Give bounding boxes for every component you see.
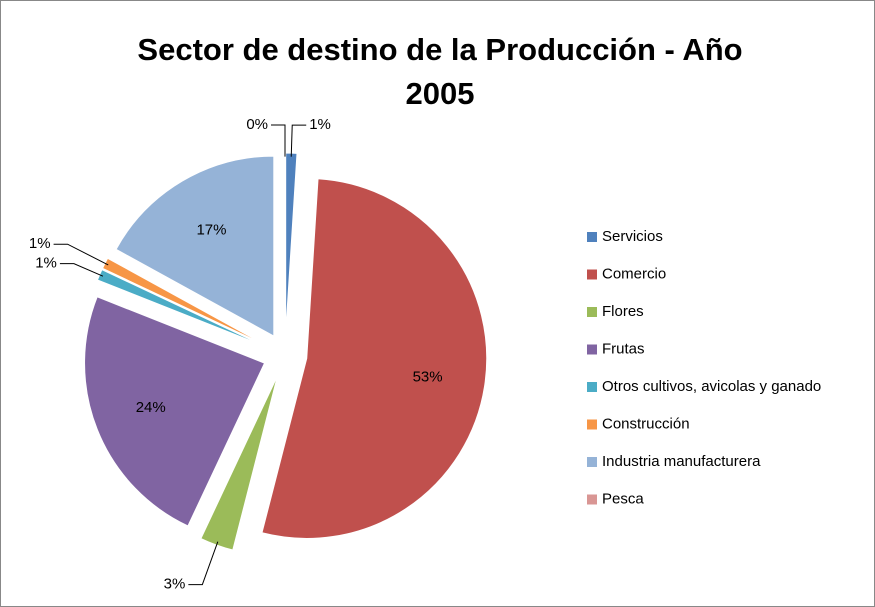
leader-line	[188, 541, 219, 586]
legend-label: Industria manufacturera	[602, 453, 761, 470]
legend-label: Servicios	[602, 228, 663, 245]
legend-swatch	[587, 269, 597, 280]
pie-slice	[115, 155, 275, 337]
legend-label: Otros cultivos, avicolas y ganado	[602, 378, 821, 395]
legend-label: Flores	[602, 303, 644, 320]
leader-line	[53, 243, 109, 266]
legend-label: Comercio	[602, 265, 666, 282]
legend-swatch	[587, 232, 597, 242]
legend-label: Pesca	[602, 490, 644, 507]
data-label: 17%	[196, 222, 226, 239]
legend-label: Construcción	[602, 415, 690, 432]
data-label: 1%	[29, 235, 51, 252]
legend-swatch	[587, 307, 597, 317]
pie-slice	[84, 296, 266, 527]
leader-line	[290, 124, 307, 157]
legend-swatch	[587, 344, 597, 355]
legend-swatch	[587, 382, 597, 392]
data-label: 0%	[246, 116, 268, 133]
data-label: 1%	[309, 116, 331, 133]
leader-line	[271, 124, 286, 157]
chart-title: Sector de destino de la Producción - Año…	[137, 32, 743, 111]
data-label: 3%	[164, 576, 186, 593]
pie-slice	[261, 178, 488, 539]
data-label: 53%	[413, 369, 443, 386]
data-label: 24%	[136, 399, 166, 416]
legend-label: Frutas	[602, 340, 645, 357]
leader-line	[59, 263, 104, 277]
legend-swatch	[587, 457, 597, 467]
data-label: 1%	[35, 255, 57, 272]
legend-swatch	[587, 419, 597, 430]
legend-swatch	[587, 494, 597, 505]
